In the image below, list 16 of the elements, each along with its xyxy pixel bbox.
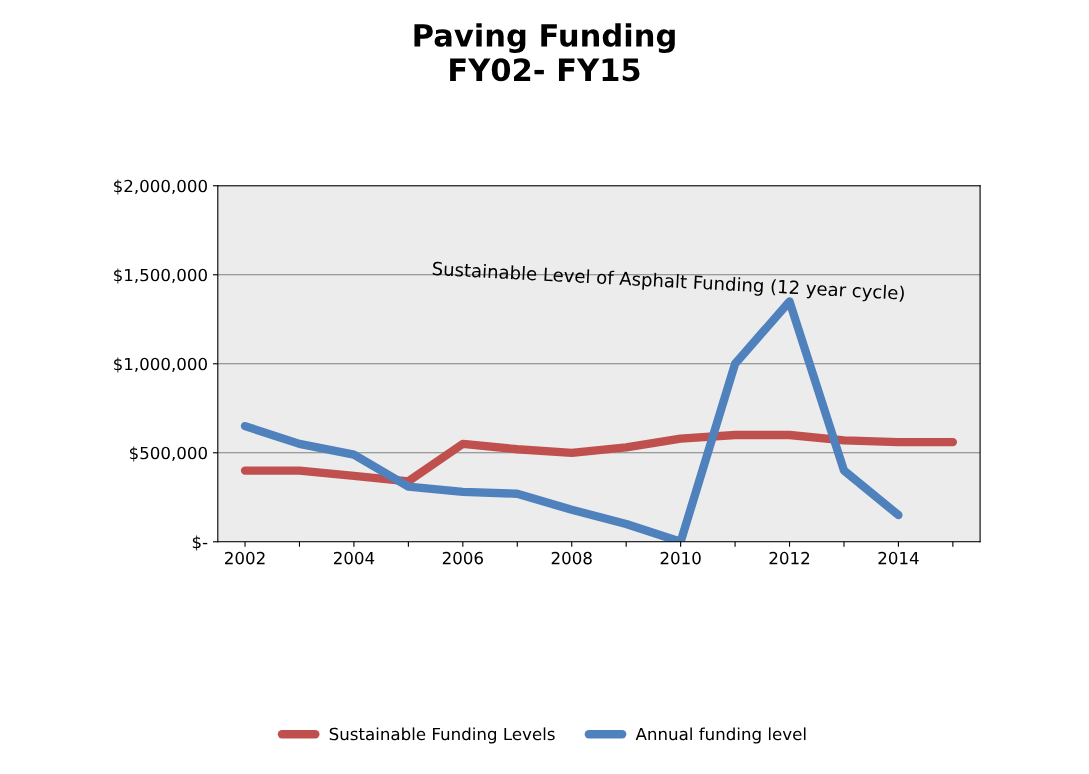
x-tick-label: 2008	[551, 551, 592, 565]
legend-label: Annual funding level	[635, 727, 806, 744]
x-tick-label: 2010	[660, 551, 701, 565]
legend-label: Sustainable Funding Levels	[329, 727, 555, 744]
x-tick-label: 2012	[769, 551, 810, 565]
x-tick-label: 2006	[442, 551, 483, 565]
y-tick-label: $1,500,000	[114, 268, 207, 284]
chart-title: Paving Funding FY02- FY15	[414, 23, 675, 82]
x-tick-label: 2002	[225, 551, 265, 565]
y-tick-label: $-	[192, 535, 208, 551]
annotation: Sustainable Level of Asphalt Funding (12 year cycle)	[432, 261, 905, 304]
x-tick-label: 2014	[878, 551, 919, 565]
y-tick-label: $500,000	[129, 446, 207, 462]
y-tick-label: $1,000,000	[114, 357, 207, 373]
x-tick-label: 2004	[333, 551, 375, 565]
y-tick-label: $2,000,000	[114, 179, 207, 195]
